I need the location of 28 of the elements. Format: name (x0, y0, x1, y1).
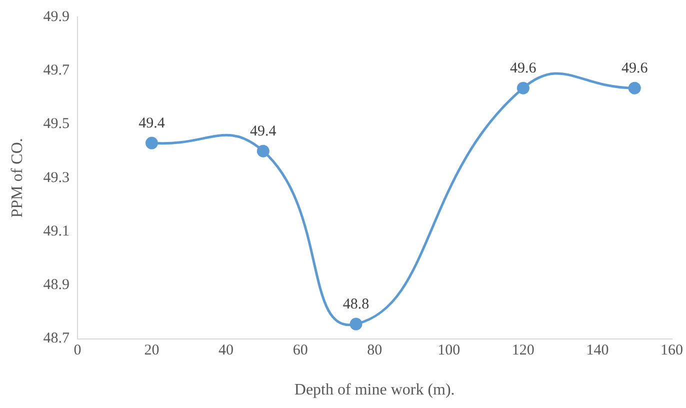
y-tick-label: 48.7 (43, 330, 70, 347)
y-axis-title: PPM of CO. (8, 138, 26, 218)
y-tick-label: 49.5 (43, 116, 70, 132)
point (350, 318, 362, 330)
data-label: 49.6 (510, 60, 537, 76)
x-tick-label: 0 (74, 342, 82, 359)
y-tick-label: 48.9 (43, 277, 70, 294)
data-label: 48.8 (342, 296, 370, 312)
data-label: 49.4 (138, 115, 166, 132)
y-tick-label: 49.1 (43, 223, 70, 240)
y-tick-label: 49.7 (43, 62, 70, 79)
x-tick-label: 100 (438, 342, 460, 359)
y-tick-label: 49.9 (43, 8, 70, 25)
y-tick-label: 49.3 (43, 170, 70, 186)
x-tick-label: 60 (292, 342, 308, 359)
x-tick-label: 40 (218, 342, 234, 359)
x-tick-label: 80 (367, 342, 382, 359)
point (145, 136, 158, 150)
point (628, 82, 641, 94)
x-axis-title: Depth of mine work (m). (294, 382, 455, 399)
x-tick-label: 20 (144, 342, 160, 359)
data-label: 49.6 (621, 60, 648, 76)
point (516, 82, 530, 94)
x-tick-label: 120 (512, 342, 534, 359)
x-tick-label: 140 (586, 342, 609, 359)
x-tick-label: 160 (660, 342, 683, 359)
point (256, 144, 270, 158)
data-label: 49.4 (250, 124, 277, 140)
